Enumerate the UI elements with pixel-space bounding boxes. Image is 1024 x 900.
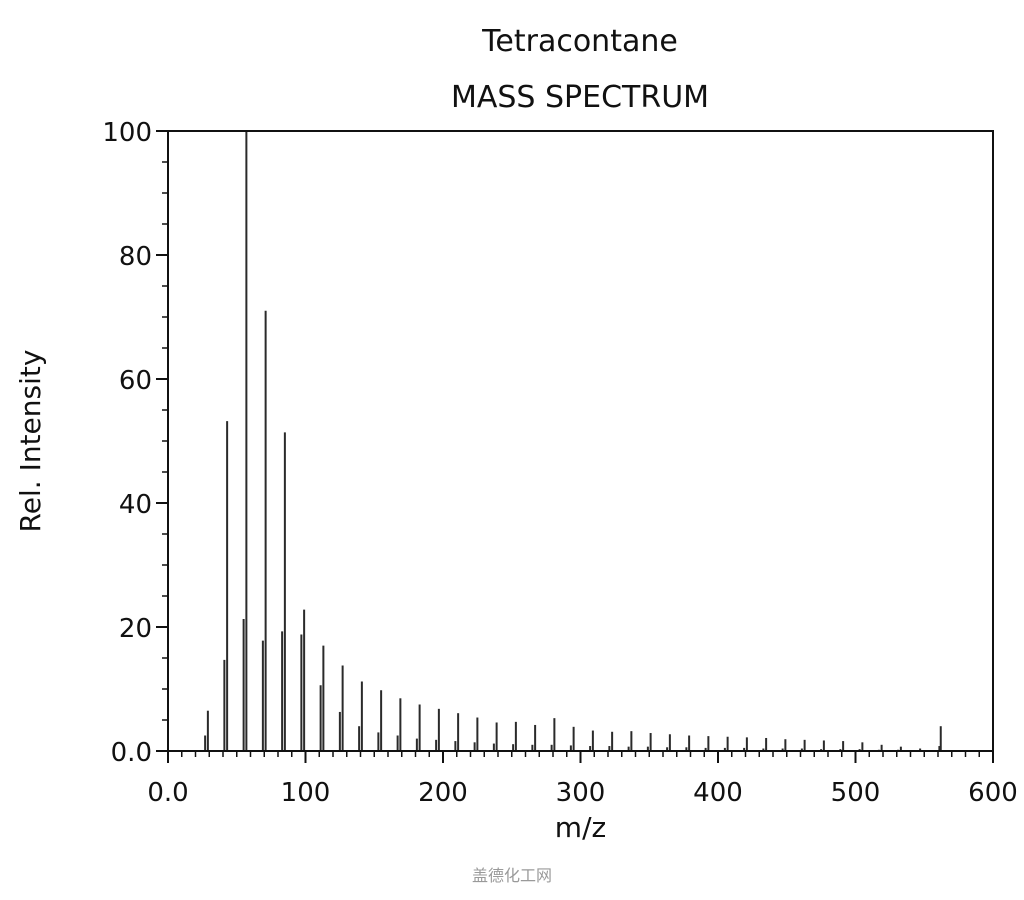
axis-major-ticks — [156, 130, 994, 763]
plot-frame — [167, 130, 994, 752]
y-tick-label: 60 — [119, 366, 152, 396]
x-tick-label: 400 — [693, 778, 743, 808]
y-tick-label: 0.0 — [111, 738, 152, 768]
x-tick-label: 200 — [418, 778, 468, 808]
x-axis-label: m/z — [555, 811, 606, 844]
chart-title: Tetracontane — [482, 24, 678, 59]
y-tick-label: 40 — [119, 490, 152, 520]
peaks-group — [204, 131, 942, 751]
watermark-text: 盖德化工网 — [471, 866, 552, 885]
y-tick-label: 80 — [119, 242, 152, 272]
x-tick-label: 300 — [556, 778, 606, 808]
y-tick-label: 100 — [102, 118, 152, 148]
axis-minor-ticks — [162, 130, 994, 757]
x-tick-label: 100 — [281, 778, 331, 808]
y-axis-label: Rel. Intensity — [14, 350, 47, 533]
x-tick-labels: 0.0 100 200 300 400 500 600 — [147, 778, 1018, 808]
chart-subtitle: MASS SPECTRUM — [450, 80, 710, 115]
y-tick-labels: 0.0 20 40 60 80 100 — [102, 118, 152, 768]
y-tick-label: 20 — [119, 614, 152, 644]
x-tick-label: 500 — [831, 778, 881, 808]
x-tick-label: 600 — [968, 778, 1018, 808]
x-tick-label: 0.0 — [147, 778, 188, 808]
